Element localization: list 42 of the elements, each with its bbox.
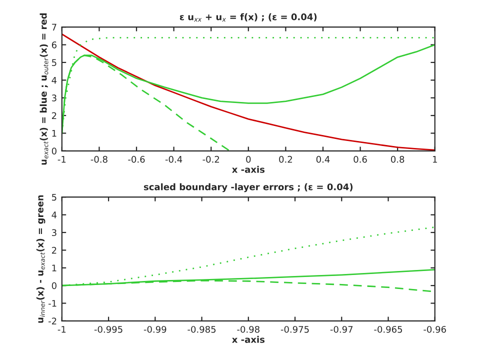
x-tick-label: -0.4	[165, 156, 182, 163]
y-tick-label: 0	[52, 282, 56, 290]
chart-title: scaled boundary -layer errors ; (ε = 0.04)	[144, 183, 353, 192]
y-tick-label: -1	[48, 300, 56, 307]
x-tick-label: 0.6	[354, 156, 367, 163]
x-tick-label: 1	[433, 156, 437, 163]
y-tick-label: 5	[52, 59, 56, 66]
x-tick-label: -0.975	[280, 326, 309, 333]
x-tick-label: -0.6	[128, 156, 145, 163]
x-tick-label: -0.8	[90, 156, 108, 163]
x-tick-label: -0.2	[202, 156, 220, 163]
x-tick-label: 0	[246, 156, 251, 163]
x-tick-label: 0.4	[316, 156, 330, 163]
y-tick-label: 6	[52, 41, 56, 48]
x-tick-label: -1	[58, 156, 66, 163]
y-axis-title: u$_{inner}$(x) - u$_{exact}$(x) = green	[36, 195, 46, 323]
x-tick-label: -0.97	[330, 326, 353, 333]
x-tick-label: -0.99	[144, 326, 166, 333]
x-tick-label: -0.98	[237, 326, 260, 333]
chart-title: ε u$_{xx}$ + u$_{x}$ = f(x) ; (ε = 0.04)	[180, 13, 317, 22]
y-tick-label: 1	[52, 264, 56, 272]
x-axis-title: x -axis	[232, 166, 265, 173]
x-tick-label: -1	[58, 326, 66, 333]
y-tick-label: 4	[52, 212, 57, 218]
x-tick-label: 0.8	[391, 156, 404, 163]
x-tick-label: 0.2	[279, 156, 292, 163]
y-tick-label: 3	[52, 94, 56, 102]
y-axis-title: u$_{exact}$(x) = blue ; u$_{outer}$(x) = red	[40, 13, 48, 165]
y-tick-label: 3	[52, 229, 56, 236]
y-tick-label: 7	[52, 24, 56, 31]
y-tick-label: 5	[52, 194, 56, 201]
x-tick-label: -0.965	[374, 326, 402, 333]
y-tick-label: 4	[52, 76, 57, 84]
x-tick-label: -0.985	[188, 326, 216, 333]
y-tick-label: 1	[52, 130, 56, 137]
x-axis-title: x -axis	[232, 336, 265, 343]
y-tick-label: 0	[52, 148, 56, 154]
y-tick-label: -2	[48, 318, 56, 324]
y-tick-label: 2	[52, 112, 56, 119]
y-tick-label: 2	[52, 246, 56, 254]
x-tick-label: -0.995	[94, 326, 122, 333]
x-tick-label: -0.96	[424, 326, 446, 333]
